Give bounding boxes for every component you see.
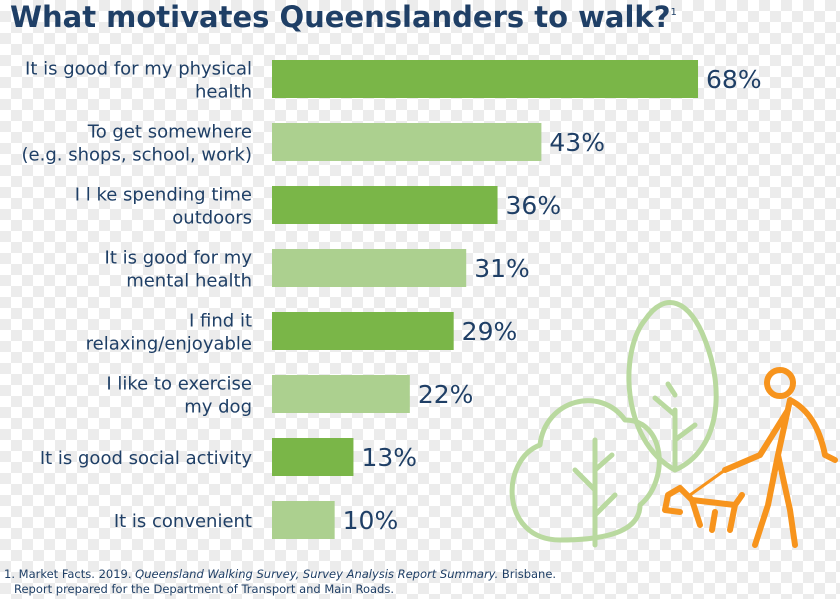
category-label: I find it bbox=[189, 311, 252, 332]
category-label: It is good social activity bbox=[40, 448, 253, 469]
person-body bbox=[722, 397, 838, 548]
value-label: 31% bbox=[474, 254, 530, 283]
category-label: my dog bbox=[184, 397, 252, 418]
footnote-work: Queensland Walking Survey, Survey Analys… bbox=[135, 567, 498, 581]
bar bbox=[272, 186, 498, 224]
tree-trunk bbox=[652, 381, 698, 473]
category-label: health bbox=[195, 82, 252, 103]
bush-trunk bbox=[572, 437, 618, 548]
value-label: 68% bbox=[706, 65, 762, 94]
category-label: To get somewhere bbox=[87, 122, 252, 143]
footnote-line: Report prepared for the Department of Tr… bbox=[14, 582, 394, 596]
category-label: outdoors bbox=[172, 208, 252, 229]
value-label: 36% bbox=[506, 191, 562, 220]
value-label: 10% bbox=[343, 506, 399, 535]
bar bbox=[272, 501, 335, 539]
bar bbox=[272, 375, 410, 413]
category-label: It is good for my bbox=[105, 248, 253, 269]
bar bbox=[272, 123, 542, 161]
bar bbox=[272, 312, 454, 350]
category-label: It is convenient bbox=[114, 511, 252, 532]
title-text: What motivates Queenslanders to walk? bbox=[10, 0, 671, 34]
category-label: I l ke spending time bbox=[75, 185, 252, 206]
tree-outline bbox=[626, 300, 719, 473]
bar bbox=[272, 438, 354, 476]
value-label: 13% bbox=[361, 443, 417, 472]
title-note: 1 bbox=[671, 7, 677, 18]
value-label: 43% bbox=[549, 128, 605, 157]
category-label: I like to exercise bbox=[106, 374, 252, 395]
value-label: 29% bbox=[462, 317, 518, 346]
leash bbox=[688, 468, 727, 497]
footnote: 1. Market Facts. 2019. Queensland Walkin… bbox=[4, 567, 556, 581]
category-label: (e.g. shops, school, work) bbox=[22, 145, 252, 166]
category-label: mental health bbox=[126, 271, 252, 292]
chart-title: What motivates Queenslanders to walk?1 bbox=[10, 0, 677, 34]
illustration bbox=[509, 300, 838, 548]
bar bbox=[272, 249, 467, 287]
bar bbox=[272, 60, 699, 98]
category-label: relaxing/enjoyable bbox=[86, 334, 252, 355]
bush-outline bbox=[509, 398, 662, 543]
dog bbox=[662, 485, 745, 533]
person-head bbox=[764, 367, 796, 399]
category-label: It is good for my physical bbox=[25, 59, 252, 80]
value-label: 22% bbox=[418, 380, 474, 409]
footnote-author: Market Facts. 2019. bbox=[19, 567, 132, 581]
footnote-place: Brisbane. bbox=[502, 567, 556, 581]
footnote-number: 1. bbox=[4, 567, 15, 581]
